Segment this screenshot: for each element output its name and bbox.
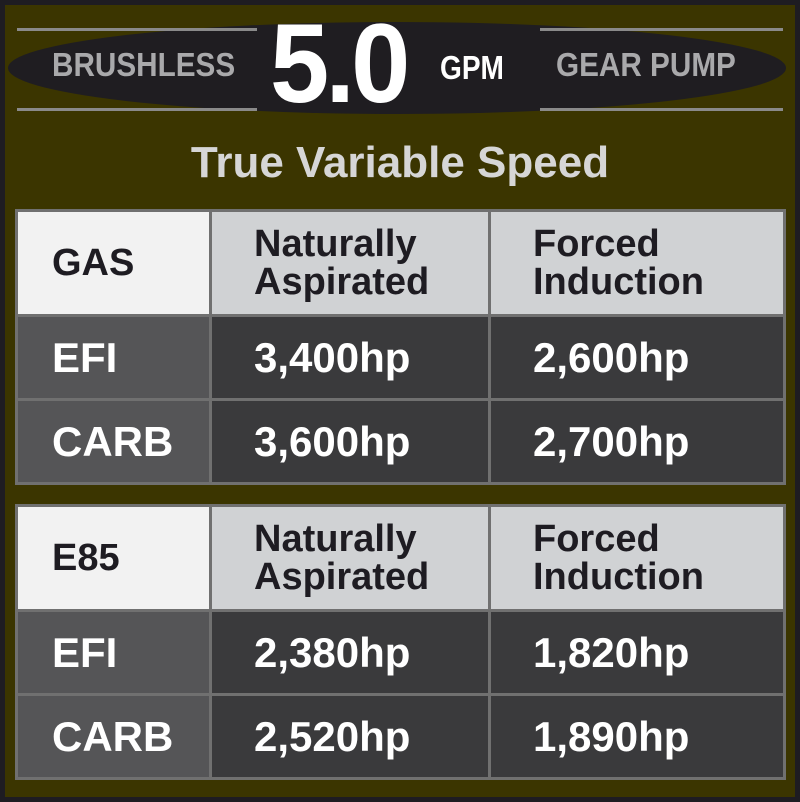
row-label: CARB: [15, 693, 212, 780]
table-row: CARB 2,520hp 1,890hp: [15, 693, 786, 780]
column-header: Naturally Aspirated: [209, 504, 491, 612]
column-header: Forced Induction: [488, 504, 786, 612]
cell-value: 3,600hp: [209, 398, 491, 485]
cell-value: 2,700hp: [488, 398, 786, 485]
row-label: EFI: [15, 314, 212, 401]
e85-table: E85 Naturally Aspirated Forced Induction…: [15, 504, 786, 780]
divider: [540, 108, 783, 111]
flow-rate: 5.0: [270, 1, 410, 126]
cell-value: 2,600hp: [488, 314, 786, 401]
table-row: CARB 3,600hp 2,700hp: [15, 398, 786, 485]
fuel-label: GAS: [15, 209, 212, 317]
unit-label: GPM: [440, 49, 504, 86]
brushless-label: BRUSHLESS: [52, 46, 236, 83]
title-banner: [8, 22, 786, 114]
divider: [17, 108, 257, 111]
fuel-label: E85: [15, 504, 212, 612]
table-row: EFI 2,380hp 1,820hp: [15, 609, 786, 696]
divider: [17, 28, 257, 31]
gear-pump-label: GEAR PUMP: [556, 46, 736, 83]
column-header: Naturally Aspirated: [209, 209, 491, 317]
table-header-row: GAS Naturally Aspirated Forced Induction: [15, 209, 786, 317]
cell-value: 1,820hp: [488, 609, 786, 696]
column-header: Forced Induction: [488, 209, 786, 317]
row-label: CARB: [15, 398, 212, 485]
cell-value: 1,890hp: [488, 693, 786, 780]
cell-value: 2,380hp: [209, 609, 491, 696]
gas-table: GAS Naturally Aspirated Forced Induction…: [15, 209, 786, 485]
subtitle: True Variable Speed: [190, 138, 610, 187]
table-row: EFI 3,400hp 2,600hp: [15, 314, 786, 401]
table-header-row: E85 Naturally Aspirated Forced Induction: [15, 504, 786, 612]
cell-value: 3,400hp: [209, 314, 491, 401]
cell-value: 2,520hp: [209, 693, 491, 780]
row-label: EFI: [15, 609, 212, 696]
divider: [540, 28, 783, 31]
